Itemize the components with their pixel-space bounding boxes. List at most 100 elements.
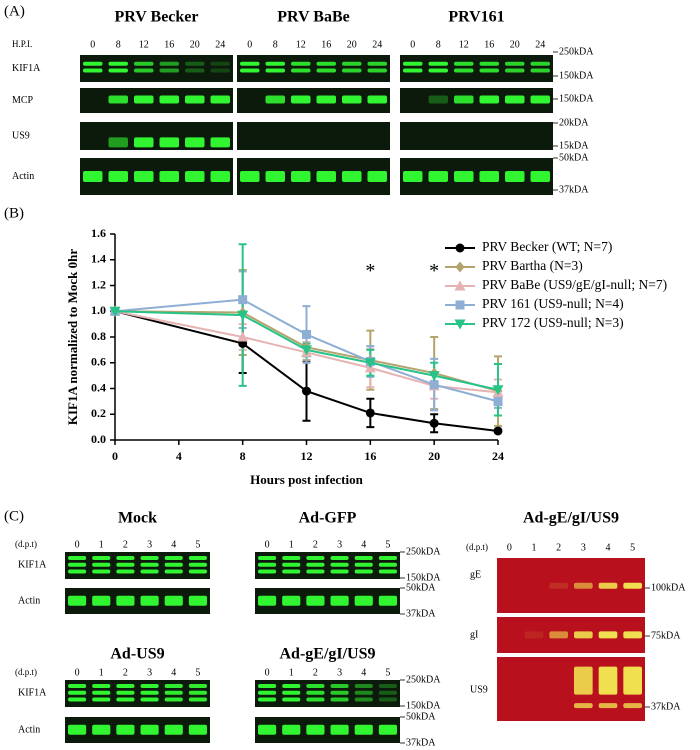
lane-label: 4 (171, 539, 176, 550)
blot (65, 588, 210, 614)
band (210, 95, 230, 104)
band (68, 569, 87, 574)
lane-label: 3 (147, 667, 152, 678)
blot (255, 552, 400, 579)
band (140, 690, 159, 695)
blot-title: Ad-gE/gI/US9 (523, 510, 619, 527)
x-tick-label: 20 (428, 449, 440, 463)
point (365, 408, 375, 418)
point (109, 306, 121, 317)
panel-label: (C) (4, 508, 24, 524)
blot (65, 680, 210, 707)
blot (255, 588, 400, 614)
size-marker: 75kDA (651, 630, 681, 641)
band (92, 690, 111, 695)
band (505, 68, 525, 73)
band (549, 582, 568, 589)
band (354, 569, 373, 574)
lane-label: 2 (123, 539, 128, 550)
row-label: MCP (12, 95, 34, 106)
point (238, 295, 248, 305)
point (493, 396, 503, 406)
band (378, 690, 397, 695)
size-marker: 250kDA (406, 674, 441, 685)
band (210, 61, 230, 66)
band (265, 68, 285, 73)
band (598, 631, 618, 639)
y-tick-label: 0.4 (91, 380, 106, 394)
band (291, 170, 311, 182)
row-label: KIF1A (18, 559, 47, 570)
legend-marker (454, 280, 466, 291)
band (282, 684, 301, 689)
band (306, 569, 325, 574)
band (68, 595, 87, 606)
size-marker: 15kDA (559, 140, 589, 151)
band (454, 68, 474, 73)
band (530, 61, 550, 66)
band (265, 61, 285, 66)
band (92, 569, 111, 574)
band (367, 61, 387, 66)
lane-label: 3 (337, 539, 342, 550)
band (83, 61, 103, 66)
lanes-label: (d.p.t) (15, 667, 37, 677)
band (505, 95, 525, 104)
band (316, 95, 336, 104)
band (454, 61, 474, 66)
lane-label: 12 (296, 39, 306, 50)
band (92, 562, 111, 567)
band (428, 95, 448, 104)
lanes-label: H.P.I. (12, 39, 32, 49)
lane-label: 3 (337, 667, 342, 678)
lane-label: 16 (321, 39, 331, 50)
band (330, 697, 349, 702)
lane-label: 5 (195, 667, 200, 678)
lane-label: 16 (164, 39, 174, 50)
band (188, 595, 207, 606)
band (367, 170, 387, 182)
band (378, 595, 397, 606)
lane-label: 2 (123, 667, 128, 678)
row-label: gI (470, 629, 478, 640)
band (164, 684, 183, 689)
band (240, 170, 260, 182)
band (354, 697, 373, 702)
group-title: PRV BaBe (277, 9, 349, 26)
band (188, 569, 207, 574)
lane-label: 5 (385, 539, 390, 550)
lane-label: 20 (347, 39, 357, 50)
band (108, 137, 128, 148)
point (364, 358, 376, 369)
y-tick-label: 0.2 (91, 406, 106, 420)
band (210, 170, 230, 182)
band (108, 68, 128, 73)
x-tick-label: 8 (240, 449, 246, 463)
legend-label: PRV Bartha (N=3) (482, 258, 583, 273)
size-marker: 100kDA (651, 582, 686, 593)
lane-label: 2 (313, 539, 318, 550)
band (428, 61, 448, 66)
band (479, 170, 499, 182)
band (524, 631, 544, 639)
band (354, 690, 373, 695)
blot (237, 158, 390, 195)
blot-title: Ad-GFP (299, 510, 357, 527)
blot-title: Ad-US9 (110, 646, 164, 663)
band (68, 562, 87, 567)
band (330, 724, 349, 735)
band (330, 562, 349, 567)
band (403, 170, 423, 182)
band (291, 68, 311, 73)
x-tick-label: 4 (176, 449, 182, 463)
legend-marker (455, 261, 465, 273)
blot-title: Ad-gE/gI/US9 (279, 646, 375, 663)
row-label: US9 (470, 684, 488, 695)
band (598, 703, 618, 709)
band (403, 61, 423, 66)
size-marker: 20kDA (559, 117, 589, 128)
legend-label: PRV BaBe (US9/gE/gI-null; N=7) (482, 277, 667, 292)
band (403, 68, 423, 73)
band (378, 697, 397, 702)
